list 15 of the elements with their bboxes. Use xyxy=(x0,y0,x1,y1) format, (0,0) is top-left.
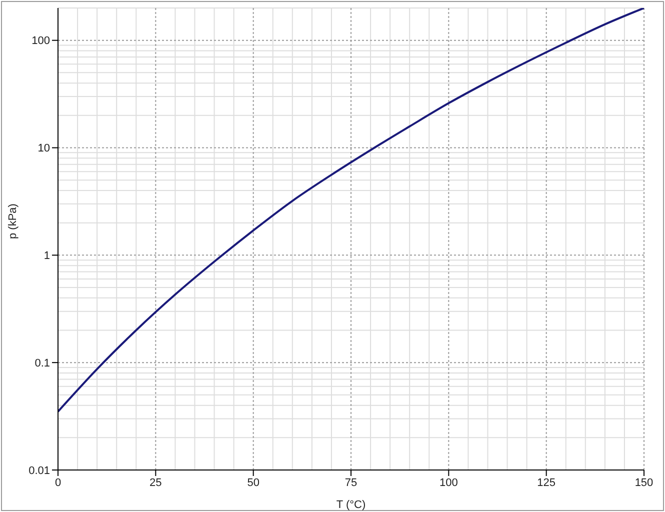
y-tick-label: 10 xyxy=(38,142,50,155)
x-tick-label: 150 xyxy=(634,476,654,489)
y-tick-label: 0.1 xyxy=(34,357,50,370)
x-tick-label: 125 xyxy=(537,476,556,489)
y-tick-label: 0.01 xyxy=(28,464,50,477)
line-series xyxy=(58,8,644,413)
y-tick-label: 1 xyxy=(44,250,50,262)
x-tick-label: 100 xyxy=(439,476,458,489)
x-axis-title: T (°C) xyxy=(336,499,366,511)
y-axis-title: p (kPa) xyxy=(6,204,19,239)
x-tick-label: 0 xyxy=(54,476,62,489)
x-tick-label: 25 xyxy=(150,476,162,489)
y-tick-label: 100 xyxy=(32,35,50,48)
x-tick-label: 50 xyxy=(247,476,260,489)
x-tick-label: 75 xyxy=(344,476,358,489)
